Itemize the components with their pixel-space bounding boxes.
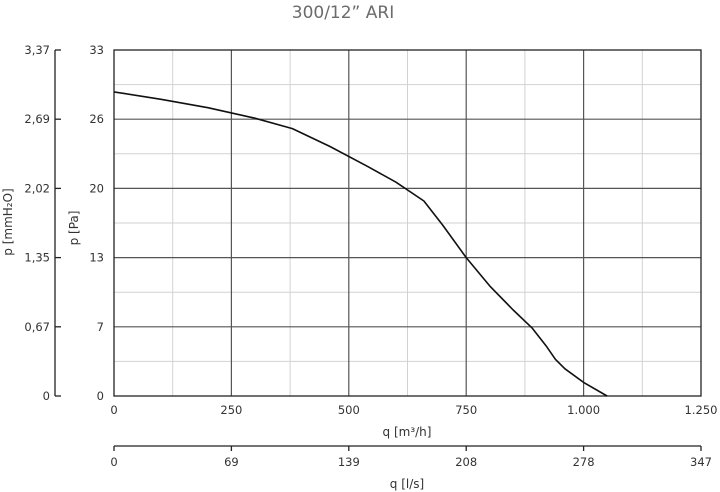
y2-tick-label: 1,35 <box>24 251 50 265</box>
y-tick-label: 20 <box>89 181 104 195</box>
axes <box>54 49 702 451</box>
x2-tick-label: 139 <box>338 455 360 469</box>
x-tick-label: 250 <box>220 403 242 417</box>
y-axis-label: p [Pa] <box>67 211 81 246</box>
x2-tick-label: 0 <box>110 455 117 469</box>
series <box>113 91 608 397</box>
x2-tick-label: 347 <box>690 455 712 469</box>
y-tick-label: 33 <box>89 43 104 57</box>
y2-tick-label: 0 <box>43 389 50 403</box>
y2-tick-label: 0,67 <box>24 320 50 334</box>
x-tick-label: 1.000 <box>567 403 600 417</box>
y-tick-label: 13 <box>89 251 104 265</box>
y2-axis-label: p [mmH₂O] <box>1 188 15 255</box>
x2-axis-label: q [l/s] <box>390 477 424 491</box>
x2-tick-label: 278 <box>573 455 595 469</box>
y2-tick-label: 2,02 <box>24 181 50 195</box>
y2-tick-label: 2,69 <box>24 112 50 126</box>
chart-title: 300/12” ARI <box>292 3 394 23</box>
series-line <box>113 91 608 397</box>
y-tick-label: 26 <box>89 112 104 126</box>
x-axis-label: q [m³/h] <box>383 425 432 439</box>
x-tick-label: 0 <box>110 403 117 417</box>
grid <box>114 50 701 396</box>
x-tick-label: 750 <box>455 403 477 417</box>
x-tick-label: 500 <box>338 403 360 417</box>
x-tick-label: 1.250 <box>685 403 718 417</box>
plot-frame <box>113 49 702 397</box>
y-tick-label: 0 <box>97 389 104 403</box>
tick-labels: 0 7 13 20 26 33 0 250 500 750 1.000 1.250 0 0,67 1,35 2… <box>24 43 717 469</box>
y-tick-label: 7 <box>97 320 104 334</box>
x2-tick-label: 208 <box>455 455 477 469</box>
x2-tick-label: 69 <box>224 455 239 469</box>
y2-tick-label: 3,37 <box>24 43 50 57</box>
